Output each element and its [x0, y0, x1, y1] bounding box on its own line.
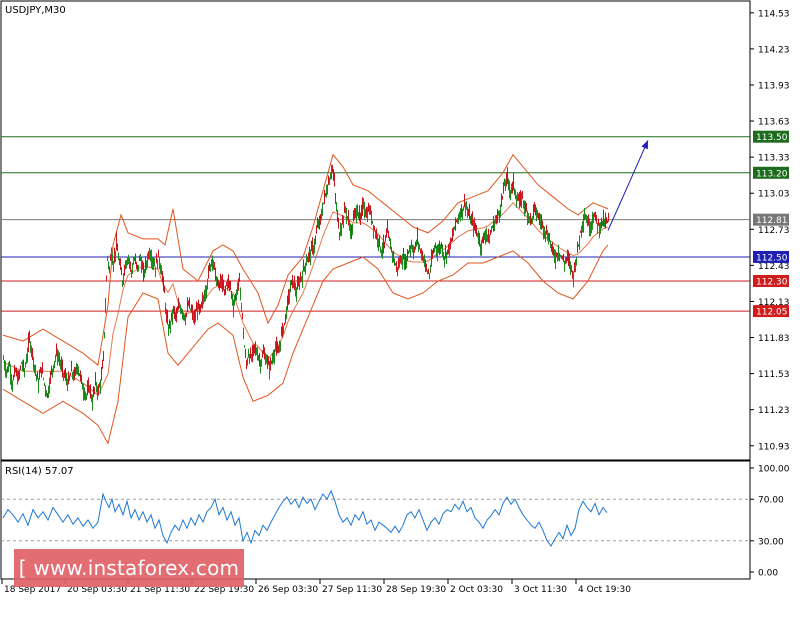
bollinger-lower-band: [2, 244, 609, 445]
watermark-banner: [ www.instaforex.com ]: [14, 549, 244, 618]
price-tick-label: 112.13: [758, 298, 790, 308]
bollinger-bands: [2, 153, 609, 445]
time-tick-label: 26 Sep 03:30: [258, 585, 318, 595]
level-tag-4: [753, 275, 789, 288]
price-tick-label: 112.43: [758, 262, 790, 272]
level-tag-5: [753, 305, 789, 318]
price-tick-label: 113.33: [758, 154, 790, 164]
time-tick-label: 27 Sep 11:30: [322, 585, 382, 595]
level-tag-3: [753, 250, 789, 263]
level-tag-2: [753, 213, 789, 226]
chart-title: USDJPY,M30: [5, 5, 66, 16]
time-tick-label: 21 Sep 11:30: [130, 585, 190, 595]
forecast-arrow: [607, 140, 649, 231]
time-tick-label: 3 Oct 11:30: [514, 585, 567, 595]
price-tick-label: 112.73: [758, 226, 790, 236]
level-tag-label: 112.30: [756, 278, 788, 288]
price-tick-label: 114.23: [758, 45, 790, 55]
time-tick-label: 4 Oct 19:30: [578, 585, 631, 595]
level-tag-label: 112.81: [756, 216, 788, 226]
rsi-tick-label: 0.00: [758, 569, 778, 579]
rsi-tick-label: 100.00: [758, 465, 790, 475]
rsi-title: RSI(14) 57.07: [5, 466, 74, 477]
level-tag-1: [753, 166, 789, 179]
price-tick-label: 111.23: [758, 406, 790, 416]
bollinger-upper-band: [2, 153, 609, 367]
price-tick-label: 110.93: [758, 442, 790, 452]
time-tick-label: 28 Sep 19:30: [386, 585, 446, 595]
price-tick-label: 111.53: [758, 370, 790, 380]
time-axis: 18 Sep 2017 20 Sep 03:30 21 Sep 11:30 22 Se…: [1, 579, 631, 595]
price-level-tags: 113.50 113.20 112.81 112.50 112.30 112.05: [753, 130, 789, 318]
time-tick-label: 18 Sep 2017: [4, 585, 61, 595]
price-tick-label: 113.93: [758, 81, 790, 91]
price-tick-label: 113.63: [758, 118, 790, 128]
price-tick-label: 114.53: [758, 9, 790, 19]
price-axis: 114.53 114.23 113.93 113.63 113.33 113.03 112.…: [750, 9, 790, 452]
time-tick-label: 20 Sep 03:30: [67, 585, 127, 595]
level-tag-0: [753, 130, 789, 143]
rsi-tick-label: 30.00: [758, 537, 784, 547]
level-tag-label: 113.20: [756, 169, 788, 179]
price-candles: [3, 164, 609, 411]
forecast-arrow-shaft: [607, 140, 649, 231]
level-tag-label: 112.50: [756, 253, 788, 263]
time-tick-label: 2 Oct 03:30: [450, 585, 503, 595]
bollinger-middle-band: [2, 202, 609, 397]
price-tick-label: 113.03: [758, 190, 790, 200]
rsi-tick-label: 70.00: [758, 496, 784, 506]
rsi-series: [2, 489, 608, 547]
chart-canvas: 114.53 114.23 113.93 113.63 113.33 113.03 112.…: [0, 0, 790, 595]
time-tick-label: 22 Sep 19:30: [194, 585, 254, 595]
rsi-level-lines: [1, 498, 750, 542]
forecast-arrow-head: [641, 140, 648, 150]
rsi-line: [2, 489, 608, 547]
price-tick-label: 111.83: [758, 334, 790, 344]
level-tag-label: 112.05: [756, 308, 788, 318]
rsi-axis: 100.00 70.00 30.00 0.00: [750, 465, 790, 579]
level-tag-label: 113.50: [756, 133, 788, 143]
